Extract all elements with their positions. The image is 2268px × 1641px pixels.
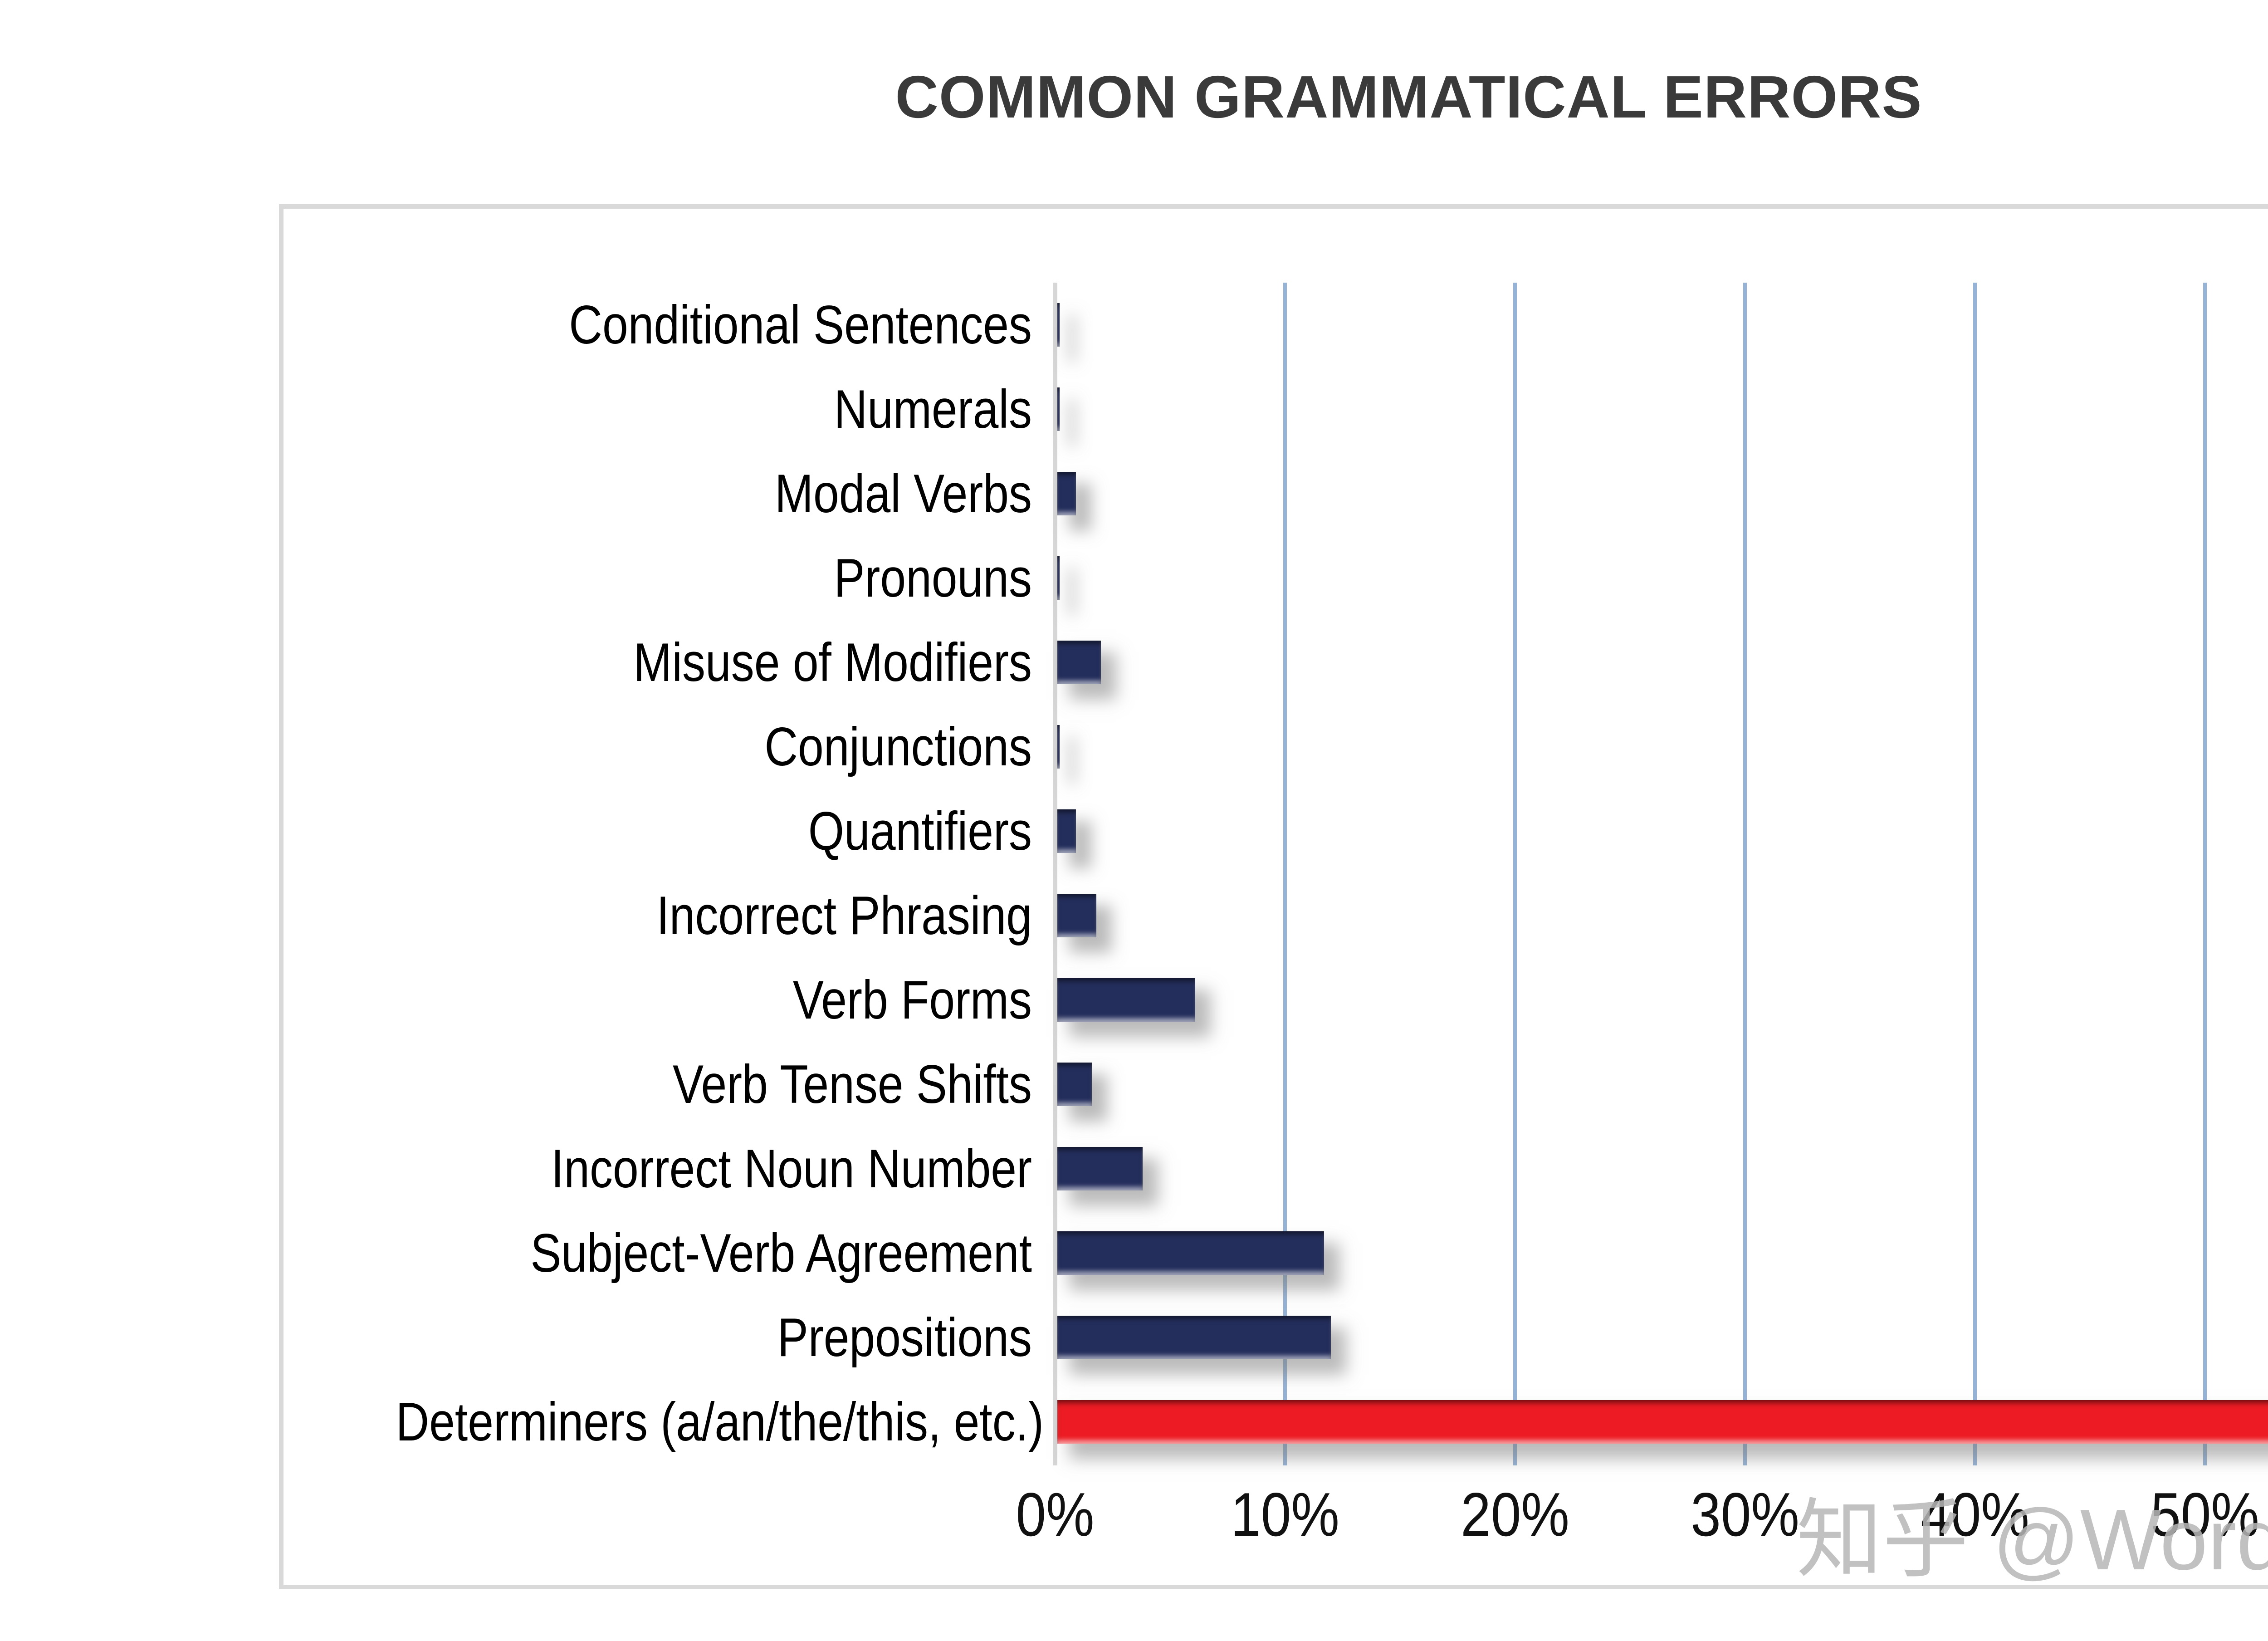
category-label: Modal Verbs (775, 463, 1032, 524)
category-label: Incorrect Noun Number (551, 1138, 1032, 1199)
bar (1057, 1231, 1324, 1275)
category-label: Subject-Verb Agreement (530, 1223, 1032, 1283)
category-label: Incorrect Phrasing (656, 885, 1032, 946)
category-label: Pronouns (834, 548, 1032, 608)
bar (1057, 725, 1060, 769)
bar (1057, 1400, 2268, 1444)
bar (1057, 556, 1060, 600)
category-label: Quantifiers (808, 801, 1032, 862)
category-label: Numerals (834, 379, 1032, 440)
bar (1057, 303, 1060, 347)
x-axis-tick-label: 20% (1461, 1480, 1569, 1549)
category-label: Determiners (a/an/the/this, etc.) (396, 1391, 1044, 1452)
bar (1057, 978, 1195, 1022)
bar (1057, 809, 1076, 853)
category-label: Misuse of Modifiers (633, 632, 1032, 693)
gridline-50% (2203, 283, 2207, 1465)
plot-area: Conditional Sentences Numerals Modal Verbs… (284, 209, 2268, 1585)
gridline-10% (1283, 283, 1287, 1465)
bar (1057, 387, 1060, 431)
watermark: 知乎 @Wordvice英文润色 (1796, 1492, 2268, 1588)
bar (1057, 1316, 1331, 1359)
bar (1057, 472, 1076, 515)
x-axis-tick-label: 30% (1691, 1480, 1799, 1549)
category-label: Prepositions (777, 1307, 1032, 1368)
x-axis-tick-label: 40% (1921, 1480, 2029, 1549)
x-axis-tick-label: 50% (2151, 1480, 2259, 1549)
x-axis-tick-label: 0% (1016, 1480, 1095, 1549)
gridline-20% (1513, 283, 1517, 1465)
x-axis-tick-label: 10% (1231, 1480, 1339, 1549)
bar (1057, 1147, 1143, 1190)
bar (1057, 1063, 1092, 1106)
category-label: Verb Forms (792, 970, 1032, 1030)
chart-title: COMMON GRAMMATICAL ERRORS (895, 64, 1922, 130)
gridline-40% (1973, 283, 1977, 1465)
bar (1057, 894, 1096, 937)
category-label: Conjunctions (764, 716, 1032, 777)
y-axis-line (1053, 283, 1057, 1465)
category-label: Verb Tense Shifts (673, 1054, 1032, 1115)
bar (1057, 641, 1101, 684)
category-label: Conditional Sentences (569, 294, 1032, 355)
chart-area: Conditional Sentences Numerals Modal Verbs… (279, 204, 2268, 1589)
gridline-30% (1743, 283, 1747, 1465)
